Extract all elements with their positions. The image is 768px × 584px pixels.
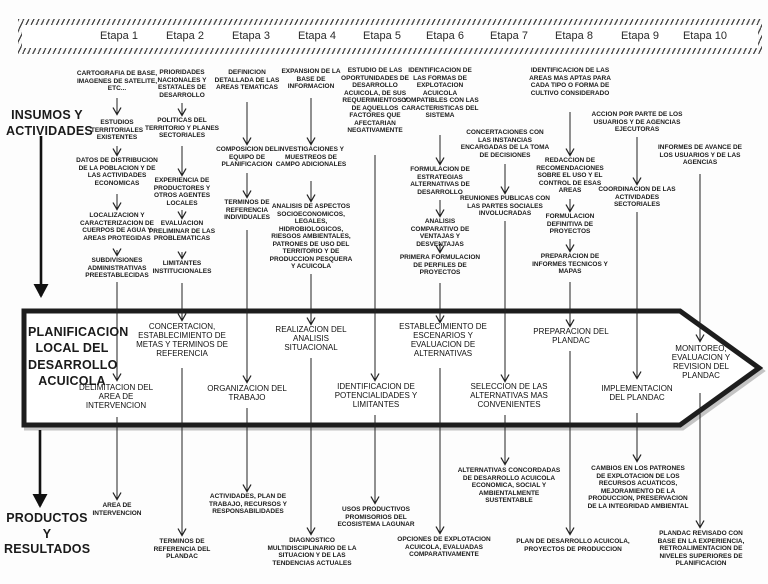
activity-node: REUNIONES PUBLICAS CON LAS PARTES SOCIAL…	[460, 195, 550, 218]
outputs-label: PRODUCTOS Y RESULTADOS	[4, 511, 91, 557]
activity-node: COORDINACION DE LAS ACTIVIDADES SECTORIA…	[598, 186, 676, 209]
activity-node: LIMITANTES INSTITUCIONALES	[152, 260, 212, 275]
activity-node: PRIORIDADES NACIONALES Y ESTATALES DE DE…	[157, 69, 207, 99]
stage-label-2: Etapa 2	[166, 30, 204, 42]
activity-node: EVALUACION PRELIMINAR DE LAS PROBLEMATIC…	[148, 220, 216, 243]
activity-node: FORMULACION DE ESTRATEGIAS ALTERNATIVAS …	[410, 166, 470, 196]
activity-node: INFORMES DE AVANCE DE LOS USUARIOS Y DE …	[657, 144, 743, 167]
activity-node: SUBDIVISIONES ADMINISTRATIVAS PREESTABLE…	[85, 257, 149, 280]
output-node: USOS PRODUCTIVOS PROMISORIOS DEL ECOSIST…	[337, 506, 415, 529]
phase-implementacion: IMPLEMENTACION DEL PLANDAC	[601, 384, 673, 402]
activity-node: ESTUDIO DE LAS OPORTUNIDADES DE DESARROL…	[341, 67, 409, 135]
activity-node: DEFINICION DETALLADA DE LAS AREAS TEMATI…	[214, 69, 280, 92]
phase-organizacion: ORGANIZACION DEL TRABAJO	[207, 384, 287, 402]
activity-node: IDENTIFICACION DE LAS FORMAS DE EXPLOTAC…	[401, 67, 479, 120]
activity-node: POLITICAS DEL TERRITORIO Y PLANES SECTOR…	[144, 117, 220, 140]
inputs-label: INSUMOS Y ACTIVIDADES	[6, 108, 93, 138]
activity-node: LOCALIZACION Y CARACTERIZACION DE CUERPO…	[79, 212, 155, 242]
phase-identificacion: IDENTIFICACION DE POTENCIALIDADES Y LIMI…	[334, 382, 418, 409]
stage-label-3: Etapa 3	[232, 30, 270, 42]
stage-label-5: Etapa 5	[363, 30, 401, 42]
output-node: PLANDAC REVISADO CON BASE EN LA EXPERIEN…	[657, 530, 745, 568]
stage-header-band: Etapa 1 Etapa 2 Etapa 3 Etapa 4 Etapa 5 …	[18, 19, 762, 54]
activity-node: EXPERIENCIA DE PRODUCTORES Y OTROS AGENT…	[153, 177, 211, 207]
stage-label-9: Etapa 9	[621, 30, 659, 42]
activity-node: CONCERTACIONES CON LAS INSTANCIAS ENCARG…	[460, 129, 550, 159]
stage-label-4: Etapa 4	[298, 30, 336, 42]
output-node: PLAN DE DESARROLLO ACUICOLA, PROYECTOS D…	[516, 538, 630, 553]
phase-realizacion: REALIZACION DEL ANALISIS SITUACIONAL	[275, 325, 347, 352]
output-node: ALTERNATIVAS CONCORDADAS DE DESARROLLO A…	[457, 467, 561, 505]
stage-label-1: Etapa 1	[100, 30, 138, 42]
activity-node: ANALISIS COMPARATIVO DE VENTAJAS Y DESVE…	[410, 218, 470, 248]
output-node: AREA DE INTERVENCION	[92, 502, 142, 517]
activity-node: ANALISIS DE ASPECTOS SOCIOECONOMICOS, LE…	[269, 203, 353, 271]
output-node: ACTIVIDADES, PLAN DE TRABAJO, RECURSOS Y…	[209, 493, 287, 516]
activity-node: FORMULACION DEFINITIVA DE PROYECTOS	[545, 213, 595, 236]
activity-node: DATOS DE DISTRIBUCION DE LA POBLACION Y …	[76, 157, 158, 187]
activity-node: IDENTIFICACION DE LAS AREAS MAS APTAS PA…	[529, 67, 611, 97]
output-node: TERMINOS DE REFERENCIA DEL PLANDAC	[153, 538, 211, 561]
output-node: CAMBIOS EN LOS PATRONES DE EXPLOTACION D…	[587, 465, 689, 510]
output-node: DIAGNOSTICO MULTIDISCIPLINARIO DE LA SIT…	[267, 537, 357, 567]
activity-node: PREPARACION DE INFORMES TECNICOS Y MAPAS	[532, 253, 608, 276]
activity-node: CARTOGRAFIA DE BASE, IMAGENES DE SATELIT…	[76, 70, 158, 93]
process-band-shape	[21, 308, 764, 428]
activity-node: COMPOSICION DEL EQUIPO DE PLANIFICACION	[216, 146, 278, 169]
activity-node: EXPANSION DE LA BASE DE INFORMACION	[281, 68, 341, 91]
activity-node: INVESTIGACIONES Y MUESTREOS DE CAMPO ADI…	[275, 146, 347, 169]
stage-label-6: Etapa 6	[426, 30, 464, 42]
band-title: PLANIFICACION LOCAL DEL DESARROLLO ACUIC…	[28, 325, 129, 388]
activity-node: REDACCION DE RECOMENDACIONES SOBRE EL US…	[536, 157, 604, 195]
activity-node: ACCION POR PARTE DE LOS USUARIOS Y DE AG…	[591, 111, 683, 134]
stage-header-inner: Etapa 1 Etapa 2 Etapa 3 Etapa 4 Etapa 5 …	[22, 25, 758, 48]
stage-label-7: Etapa 7	[490, 30, 528, 42]
phase-monitoreo: MONITOREO, EVALUACION Y REVISION DEL PLA…	[671, 344, 731, 380]
activity-node: TERMINOS DE REFERENCIA INDIVIDUALES	[224, 199, 270, 222]
phase-delimitacion: DELIMITACION DEL AREA DE INTERVENCION	[78, 383, 154, 410]
phase-establecimiento: ESTABLECIMIENTO DE ESCENARIOS Y EVALUACI…	[399, 322, 487, 358]
stage-label-10: Etapa 10	[682, 30, 728, 42]
output-node: OPCIONES DE EXPLOTACION ACUICOLA, EVALUA…	[397, 536, 491, 559]
stage-label-8: Etapa 8	[555, 30, 593, 42]
activity-node: PRIMERA FORMULACION DE PERFILES DE PROYE…	[399, 254, 481, 277]
phase-concertacion: CONCERTACION, ESTABLECIMIENTO DE METAS Y…	[136, 322, 228, 358]
phase-preparacion: PREPARACION DEL PLANDAC	[533, 327, 609, 345]
activity-node: ESTUDIOS TERRITORIALES EXISTENTES	[90, 119, 144, 142]
phase-seleccion: SELECCION DE LAS ALTERNATIVAS MAS CONVEN…	[470, 382, 548, 409]
